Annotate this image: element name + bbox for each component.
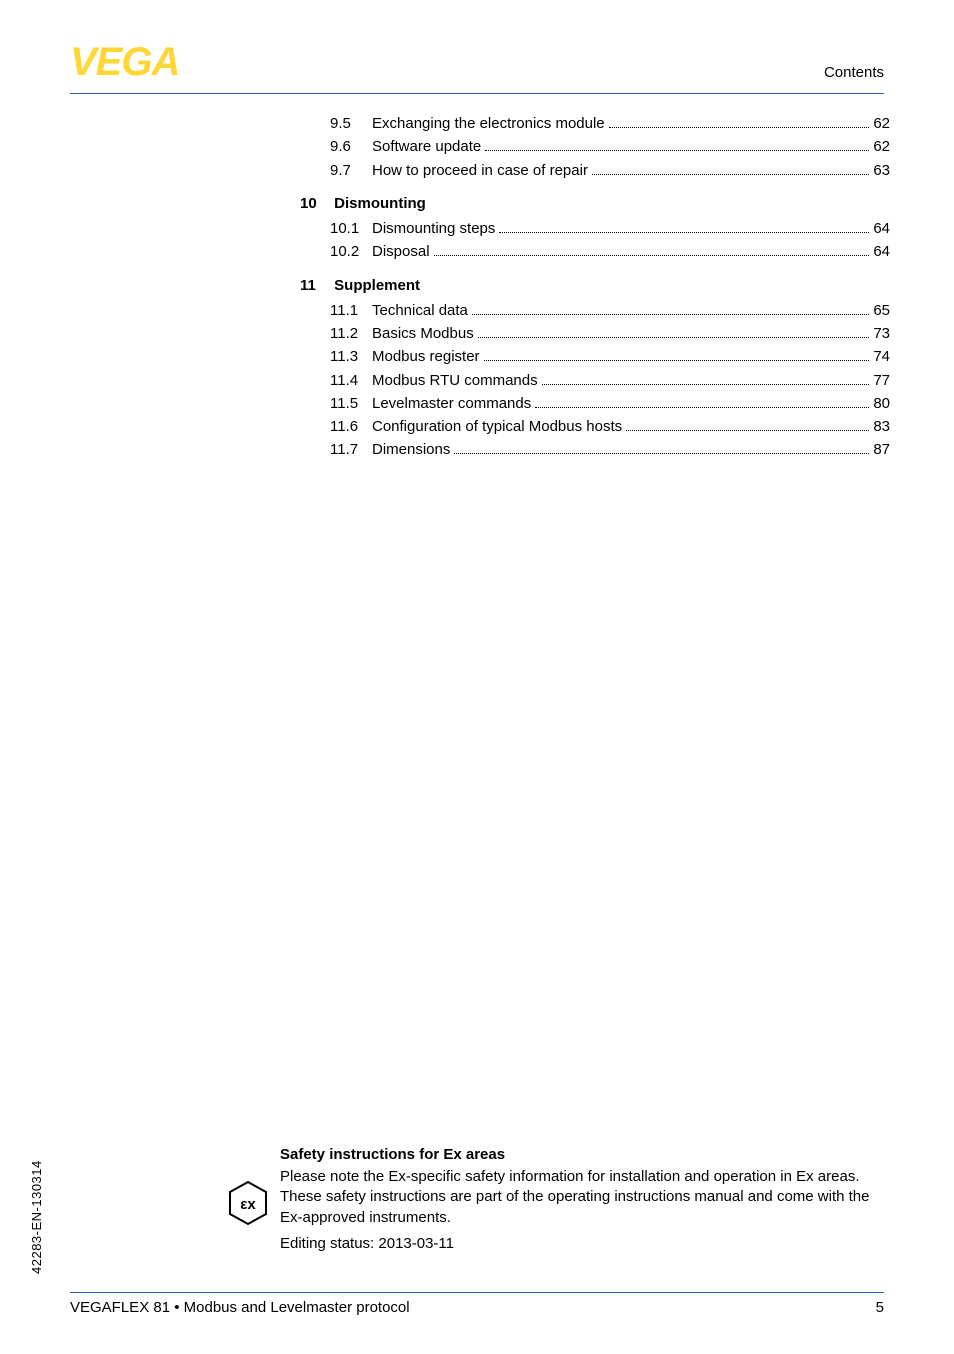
toc-entry: 11.2 Basics Modbus 73 bbox=[330, 322, 890, 345]
footer-left: VEGAFLEX 81 • Modbus and Levelmaster pro… bbox=[70, 1299, 410, 1316]
toc-entry-page: 83 bbox=[873, 415, 890, 438]
toc-leader-dots bbox=[535, 407, 869, 408]
toc-entry-num: 11.6 bbox=[330, 415, 372, 438]
toc-entry-num: 11.3 bbox=[330, 345, 372, 368]
toc-leader-dots bbox=[499, 232, 869, 233]
toc-entry: 11.1 Technical data 65 bbox=[330, 299, 890, 322]
toc-entry-page: 64 bbox=[873, 240, 890, 263]
toc-entry: 11.6 Configuration of typical Modbus hos… bbox=[330, 415, 890, 438]
toc-entry-title: How to proceed in case of repair bbox=[372, 159, 588, 182]
toc-entry-page: 87 bbox=[873, 438, 890, 461]
safety-body: Please note the Ex-specific safety infor… bbox=[280, 1167, 870, 1228]
toc-entry-page: 73 bbox=[873, 322, 890, 345]
toc-entry: 11.7 Dimensions 87 bbox=[330, 438, 890, 461]
toc-section-num: 11 bbox=[300, 274, 330, 297]
toc-entry-title: Exchanging the electronics module bbox=[372, 112, 605, 135]
toc-entry-num: 11.7 bbox=[330, 438, 372, 461]
toc-entry-page: 62 bbox=[873, 112, 890, 135]
toc-entry-page: 65 bbox=[873, 299, 890, 322]
toc-leader-dots bbox=[478, 337, 870, 338]
toc-entry-title: Basics Modbus bbox=[372, 322, 474, 345]
toc-entry-num: 10.1 bbox=[330, 217, 372, 240]
table-of-contents: 9.5 Exchanging the electronics module 62… bbox=[330, 112, 890, 462]
toc-leader-dots bbox=[485, 150, 869, 151]
toc-entry-title: Levelmaster commands bbox=[372, 392, 531, 415]
toc-entry-num: 10.2 bbox=[330, 240, 372, 263]
toc-section-title: Supplement bbox=[334, 277, 420, 294]
page-footer: VEGAFLEX 81 • Modbus and Levelmaster pro… bbox=[70, 1292, 884, 1316]
page-number: 5 bbox=[876, 1299, 884, 1316]
logo-text: VEGA bbox=[70, 40, 179, 85]
toc-entry-num: 9.7 bbox=[330, 159, 372, 182]
toc-entry-page: 63 bbox=[873, 159, 890, 182]
editing-status: Editing status: 2013-03-11 bbox=[280, 1234, 870, 1254]
toc-entry-title: Modbus RTU commands bbox=[372, 369, 538, 392]
toc-section-num: 10 bbox=[300, 192, 330, 215]
toc-entry-title: Dismounting steps bbox=[372, 217, 495, 240]
toc-entry-page: 80 bbox=[873, 392, 890, 415]
toc-leader-dots bbox=[626, 430, 869, 431]
toc-leader-dots bbox=[454, 453, 869, 454]
toc-leader-dots bbox=[609, 127, 870, 128]
toc-entry-num: 11.5 bbox=[330, 392, 372, 415]
toc-entry-num: 11.2 bbox=[330, 322, 372, 345]
toc-leader-dots bbox=[484, 360, 870, 361]
header-section-label: Contents bbox=[824, 64, 884, 85]
header-rule bbox=[70, 93, 884, 94]
toc-entry-page: 64 bbox=[873, 217, 890, 240]
toc-entry-page: 77 bbox=[873, 369, 890, 392]
toc-entry: 11.5 Levelmaster commands 80 bbox=[330, 392, 890, 415]
toc-entry-num: 9.6 bbox=[330, 135, 372, 158]
toc-leader-dots bbox=[592, 174, 869, 175]
logo: VEGA bbox=[70, 40, 179, 85]
toc-entry: 10.1 Dismounting steps 64 bbox=[330, 217, 890, 240]
toc-entry-page: 74 bbox=[873, 345, 890, 368]
toc-section-heading: 11 Supplement bbox=[300, 274, 890, 297]
toc-section-heading: 10 Dismounting bbox=[300, 192, 890, 215]
toc-entry: 10.2 Disposal 64 bbox=[330, 240, 890, 263]
toc-leader-dots bbox=[434, 255, 870, 256]
toc-entry: 9.6 Software update 62 bbox=[330, 135, 890, 158]
toc-entry: 11.3 Modbus register 74 bbox=[330, 345, 890, 368]
toc-entry-title: Configuration of typical Modbus hosts bbox=[372, 415, 622, 438]
toc-section-title: Dismounting bbox=[334, 195, 426, 212]
toc-entry: 11.4 Modbus RTU commands 77 bbox=[330, 369, 890, 392]
page-header: VEGA Contents bbox=[70, 40, 884, 91]
toc-entry-title: Technical data bbox=[372, 299, 468, 322]
toc-entry-title: Modbus register bbox=[372, 345, 480, 368]
ex-hazard-icon: εx bbox=[228, 1180, 268, 1226]
safety-instructions: Safety instructions for Ex areas Please … bbox=[280, 1145, 870, 1254]
toc-entry: 9.7 How to proceed in case of repair 63 bbox=[330, 159, 890, 182]
toc-leader-dots bbox=[472, 314, 869, 315]
toc-entry-title: Disposal bbox=[372, 240, 430, 263]
toc-entry-num: 11.1 bbox=[330, 299, 372, 322]
toc-entry-title: Dimensions bbox=[372, 438, 450, 461]
document-id-vertical: 42283-EN-130314 bbox=[29, 1160, 44, 1274]
toc-entry-page: 62 bbox=[873, 135, 890, 158]
toc-entry-num: 9.5 bbox=[330, 112, 372, 135]
toc-entry: 9.5 Exchanging the electronics module 62 bbox=[330, 112, 890, 135]
toc-leader-dots bbox=[542, 384, 870, 385]
safety-title: Safety instructions for Ex areas bbox=[280, 1145, 870, 1165]
svg-text:εx: εx bbox=[240, 1196, 256, 1213]
toc-entry-title: Software update bbox=[372, 135, 481, 158]
toc-entry-num: 11.4 bbox=[330, 369, 372, 392]
